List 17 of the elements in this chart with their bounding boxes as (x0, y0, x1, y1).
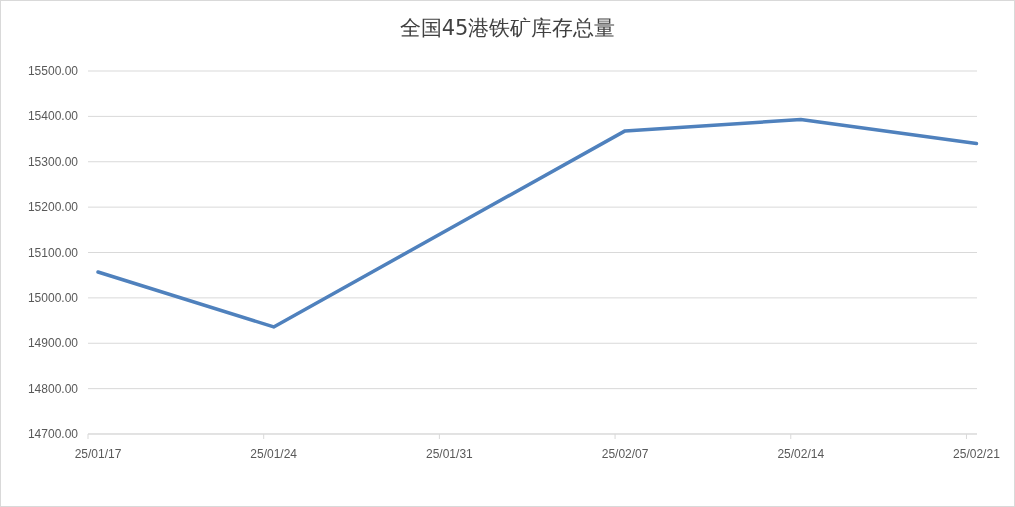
y-tick-label: 15000.00 (27, 290, 79, 305)
x-tick-label: 25/01/17 (74, 447, 122, 461)
y-tick-label: 15500.00 (27, 64, 79, 78)
x-tick-label: 25/01/31 (426, 447, 474, 461)
x-tick-label: 25/02/21 (953, 447, 1001, 461)
line-series (96, 117, 979, 329)
y-tick-label: 14700.00 (27, 427, 79, 441)
y-tick-label: 15300.00 (27, 154, 79, 169)
y-tick-label: 14800.00 (27, 381, 79, 396)
y-tick-label: 15100.00 (27, 245, 79, 260)
x-tick-label: 25/01/24 (250, 447, 298, 461)
y-tick-label: 15200.00 (27, 200, 79, 215)
y-tick-label: 15400.00 (27, 109, 79, 124)
x-tick-label: 25/02/07 (601, 447, 649, 461)
y-tick-label: 14900.00 (27, 336, 79, 351)
x-tick-label: 25/02/14 (777, 447, 825, 461)
chart-title: 全国45港铁矿库存总量 (399, 16, 616, 40)
